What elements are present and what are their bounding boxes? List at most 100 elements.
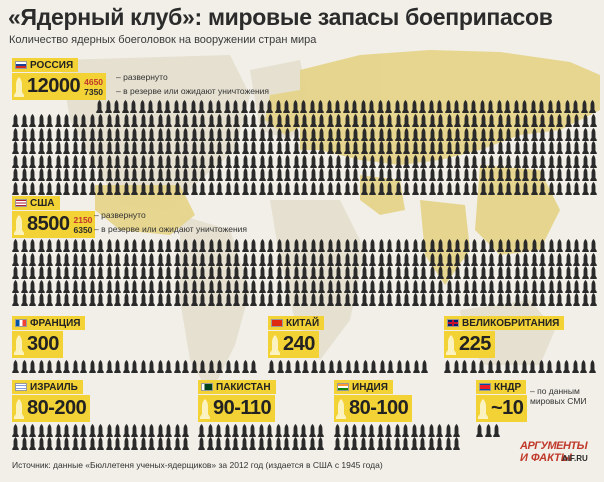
warhead-icon bbox=[522, 279, 529, 298]
country-header: РОССИЯ bbox=[12, 58, 79, 72]
warhead-icon bbox=[88, 181, 96, 200]
warhead-icon bbox=[393, 100, 401, 118]
warhead-icon bbox=[360, 141, 368, 159]
warhead-icon bbox=[88, 279, 96, 298]
warhead-icon bbox=[462, 168, 470, 186]
warhead-icon bbox=[80, 127, 87, 146]
warhead-icon bbox=[394, 293, 402, 311]
warhead-icon bbox=[223, 437, 231, 455]
warhead-icon bbox=[173, 114, 181, 132]
warhead-icon bbox=[377, 252, 385, 271]
warhead-icon bbox=[386, 114, 393, 132]
country-header: КИТАЙ bbox=[268, 316, 325, 330]
warhead-icon bbox=[488, 127, 495, 146]
warhead-icon bbox=[496, 114, 504, 132]
warhead-icon bbox=[80, 360, 87, 378]
warhead-icon bbox=[556, 279, 563, 298]
warhead-icon bbox=[216, 252, 223, 271]
warhead-icon bbox=[250, 141, 257, 159]
warhead-icon bbox=[182, 360, 189, 378]
warhead-icon bbox=[301, 293, 308, 311]
warhead-icon bbox=[249, 437, 256, 455]
warhead-icon bbox=[156, 266, 164, 284]
warhead-icon bbox=[37, 266, 45, 284]
warhead-icon bbox=[156, 181, 164, 200]
warhead-icon bbox=[199, 252, 206, 271]
warhead-icon bbox=[139, 252, 147, 271]
warhead-icon bbox=[114, 154, 121, 173]
warhead-icon bbox=[139, 279, 147, 298]
warhead-icon bbox=[343, 114, 351, 132]
warhead-icon bbox=[292, 114, 300, 132]
warhead-icon bbox=[428, 293, 436, 311]
warhead-icon bbox=[453, 100, 460, 118]
warhead-icon bbox=[20, 141, 28, 159]
warhead-icon bbox=[190, 114, 198, 132]
warhead-icon bbox=[513, 293, 521, 311]
warhead-icon bbox=[581, 252, 589, 271]
warhead-icon bbox=[88, 127, 96, 146]
warhead-icon bbox=[46, 279, 53, 298]
warhead-icon bbox=[258, 239, 266, 257]
warhead-icon bbox=[496, 154, 504, 173]
warhead-icon bbox=[37, 279, 45, 298]
warhead-icon bbox=[122, 252, 130, 271]
warhead-icon bbox=[317, 437, 324, 455]
warhead-icon bbox=[250, 239, 257, 257]
warhead-icon bbox=[105, 154, 113, 173]
warhead-icon bbox=[376, 424, 384, 442]
warhead-icon bbox=[148, 279, 155, 298]
warhead-icon bbox=[189, 100, 197, 118]
country-stats: 80-200 bbox=[12, 395, 91, 422]
warhead-icon bbox=[369, 154, 376, 173]
logo-line1: АРГУМЕНТЫ bbox=[520, 440, 588, 452]
warhead-icon bbox=[105, 168, 113, 186]
warhead-icon bbox=[20, 279, 28, 298]
warhead-icon bbox=[573, 127, 580, 146]
dprk-note: – по данным мировых СМИ bbox=[530, 386, 587, 406]
warhead-icon bbox=[556, 154, 563, 173]
warhead-icon bbox=[156, 168, 164, 186]
warhead-icon bbox=[539, 127, 546, 146]
warhead-icon bbox=[207, 168, 215, 186]
warhead-icon bbox=[97, 360, 104, 378]
warhead-icon bbox=[386, 127, 393, 146]
warhead-icon bbox=[29, 424, 36, 442]
warhead-icon bbox=[46, 181, 53, 200]
warhead-icon bbox=[521, 100, 528, 118]
warhead-icon bbox=[207, 239, 215, 257]
warhead-icon bbox=[436, 100, 443, 118]
warhead-icon bbox=[215, 424, 222, 442]
warhead-icon bbox=[257, 100, 265, 118]
warhead-icon bbox=[343, 252, 351, 271]
country-name: ФРАНЦИЯ bbox=[30, 317, 81, 329]
warhead-icon bbox=[436, 424, 443, 442]
warhead-icon bbox=[318, 127, 325, 146]
warhead-icon bbox=[386, 279, 393, 298]
country-name: КИТАЙ bbox=[286, 317, 320, 329]
warhead-icon bbox=[564, 266, 572, 284]
warhead-icon bbox=[301, 114, 308, 132]
warhead-icon bbox=[370, 360, 377, 378]
warhead-icon bbox=[420, 114, 427, 132]
warhead-icon bbox=[29, 293, 36, 311]
warhead-icon bbox=[37, 168, 45, 186]
warhead-icon bbox=[122, 127, 130, 146]
warhead-icon bbox=[148, 424, 155, 442]
warhead-icon bbox=[215, 437, 222, 455]
country-name: ИНДИЯ bbox=[352, 381, 388, 393]
warhead-icon bbox=[471, 239, 478, 257]
warhead-icon bbox=[581, 266, 589, 284]
warhead-icon bbox=[461, 100, 469, 118]
warhead-icon bbox=[257, 437, 265, 455]
warhead-icon bbox=[122, 279, 130, 298]
warhead-icon bbox=[581, 293, 589, 311]
warhead-icon bbox=[563, 100, 571, 118]
warhead-icon bbox=[427, 437, 435, 455]
warhead-icon bbox=[573, 279, 580, 298]
warhead-icon bbox=[199, 114, 206, 132]
warhead-icon bbox=[376, 100, 384, 118]
warhead-icon bbox=[539, 141, 546, 159]
warhead-icon bbox=[71, 437, 79, 455]
warhead-icon bbox=[148, 154, 155, 173]
